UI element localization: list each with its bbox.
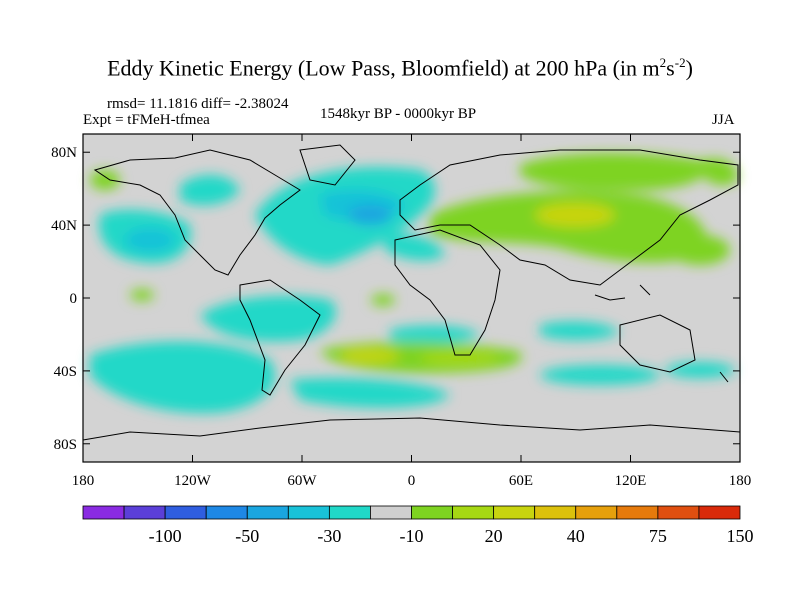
experiment-label: Expt = tFMeH-tfmea <box>83 112 210 128</box>
y-tick-label: 0 <box>70 291 78 307</box>
colorbar-swatch <box>452 505 495 520</box>
colorbar-swatch <box>287 505 330 520</box>
y-tick-label: 80S <box>54 437 77 453</box>
map-plot: 180 120W 60W 0 60E 120E 180 80N 40N 0 40S 80S <box>51 133 751 489</box>
colorbar-label: 40 <box>567 526 585 546</box>
colorbar-swatch <box>205 505 248 520</box>
coastlines <box>82 144 741 441</box>
colorbar-swatch <box>328 505 371 520</box>
colorbar-swatch <box>616 505 659 520</box>
colorbar-label: 150 <box>727 526 754 546</box>
stats-label: rmsd= 11.1816 diff= -2.38024 <box>107 96 289 112</box>
colorbar: -100 -50 -30 -10 20 40 75 150 <box>82 505 754 546</box>
x-tick-label: 180 <box>72 473 95 489</box>
colorbar-label: -30 <box>317 526 341 546</box>
x-tick-label: 0 <box>408 473 416 489</box>
period-label: 1548kyr BP - 0000kyr BP <box>320 106 477 122</box>
colorbar-label: -10 <box>400 526 424 546</box>
chart-title: Eddy Kinetic Energy (Low Pass, Bloomfiel… <box>107 55 693 81</box>
colorbar-label: 75 <box>649 526 667 546</box>
y-tick-label: 80N <box>51 145 77 161</box>
colorbar-swatch <box>575 505 618 520</box>
colorbar-swatch <box>657 505 700 520</box>
colorbar-swatch <box>123 505 166 520</box>
colorbar-swatch <box>493 505 536 520</box>
axis-ticks: 180 120W 60W 0 60E 120E 180 80N 40N 0 40S 80S <box>51 134 751 489</box>
y-tick-label: 40N <box>51 218 77 234</box>
colorbar-swatch <box>164 505 207 520</box>
y-tick-label: 40S <box>54 364 77 380</box>
colorbar-swatch <box>534 505 577 520</box>
colorbar-label: -50 <box>235 526 259 546</box>
x-tick-label: 120E <box>615 473 647 489</box>
anomaly-fields <box>90 153 738 414</box>
colorbar-label: 20 <box>485 526 503 546</box>
colorbar-label: -100 <box>149 526 182 546</box>
x-tick-label: 60E <box>509 473 533 489</box>
colorbar-swatch <box>82 505 125 520</box>
x-tick-label: 120W <box>174 473 212 489</box>
colorbar-swatch <box>246 505 289 520</box>
season-label: JJA <box>712 112 735 128</box>
x-tick-label: 180 <box>729 473 752 489</box>
colorbar-swatch <box>411 505 453 520</box>
colorbar-swatch <box>698 505 741 520</box>
colorbar-swatch <box>370 505 412 520</box>
x-tick-label: 60W <box>287 473 317 489</box>
